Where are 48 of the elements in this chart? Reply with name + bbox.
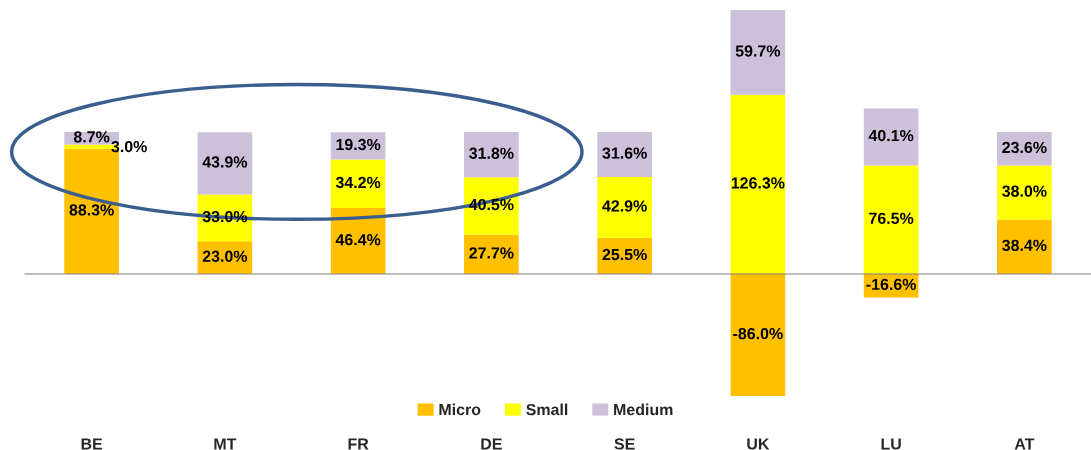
data-label: 59.7%: [735, 45, 781, 57]
bar: [597, 132, 652, 177]
data-label: 43.9%: [202, 156, 248, 168]
bar: [464, 177, 519, 235]
bar: [730, 273, 786, 396]
bar: [730, 10, 786, 95]
data-label: 23.0%: [202, 250, 248, 262]
bar: [997, 219, 1052, 274]
data-label: 25.5%: [602, 248, 647, 261]
bar: [464, 132, 519, 178]
data-label: 38.0%: [1002, 185, 1047, 197]
bar: [597, 176, 652, 238]
data-label: -16.6%: [866, 278, 917, 291]
x-tick-label: AT: [1014, 438, 1035, 450]
x-tick-label: FR: [348, 438, 369, 450]
bar: [863, 165, 919, 274]
data-label: 42.9%: [602, 200, 647, 212]
data-label: 31.8%: [469, 147, 514, 159]
x-tick-label: SE: [614, 438, 635, 450]
data-label: 40.5%: [468, 198, 514, 211]
data-label: 8.7%: [73, 131, 110, 143]
data-label: -86.0%: [733, 327, 783, 340]
data-label: 38.4%: [1002, 239, 1047, 252]
data-label: 40.1%: [868, 129, 914, 142]
x-tick-label: UK: [747, 438, 770, 450]
data-label: 23.6%: [1002, 141, 1047, 154]
legend-label: Medium: [614, 403, 673, 416]
bar: [197, 132, 253, 195]
data-label: 46.4%: [335, 234, 381, 246]
bar: [730, 94, 786, 274]
data-label: 19.3%: [336, 138, 381, 151]
data-label: 76.5%: [869, 212, 914, 224]
data-label: 34.2%: [335, 176, 381, 189]
bar: [863, 108, 919, 166]
data-label: 88.3%: [69, 204, 114, 216]
data-label: 126.3%: [731, 177, 785, 189]
legend-label: Micro: [439, 403, 481, 416]
x-tick-label: LU: [881, 438, 901, 450]
legend-label: Small: [526, 403, 568, 416]
x-tick-label: MT: [214, 438, 237, 450]
x-tick-label: DE: [481, 438, 502, 450]
data-label: 31.6%: [602, 147, 647, 159]
bar: [997, 165, 1052, 220]
bar: [997, 132, 1052, 166]
x-tick-label: BE: [81, 438, 103, 450]
data-label: 3.0%: [111, 140, 147, 153]
bar: [330, 159, 386, 209]
data-label: 27.7%: [469, 247, 514, 259]
